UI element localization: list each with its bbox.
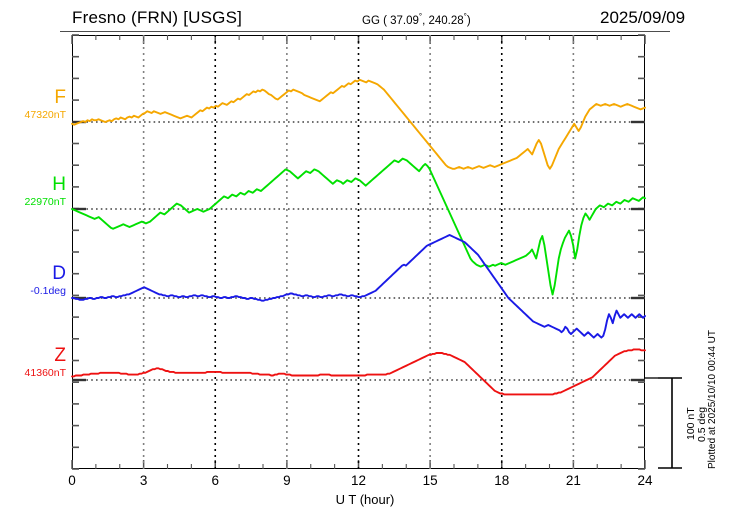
degree-symbol-lon: ° (463, 12, 467, 21)
x-tick-label-0: 0 (68, 473, 76, 488)
geo-suffix: ) (466, 14, 471, 27)
trace-label-f: F 47320nT (4, 88, 66, 121)
trace-symbol-d: D (52, 263, 66, 284)
x-axis-title: U T (hour) (335, 492, 395, 507)
x-tick-label-3: 3 (139, 473, 148, 488)
x-tick-label-18: 18 (494, 473, 510, 488)
observation-date: 2025/09/09 (600, 8, 686, 27)
geo-mid: , 240.28 (422, 14, 464, 27)
x-tick-label-15: 15 (422, 473, 438, 488)
trace-symbol-f: F (54, 87, 66, 108)
header-divider (60, 31, 670, 32)
degree-symbol-lat: ° (418, 12, 423, 21)
x-tick-label-21: 21 (565, 473, 581, 488)
trace-label-h: H 22970nT (4, 175, 66, 208)
trace-baseline-value-d: -0.1deg (30, 285, 66, 297)
x-tick-label-12: 12 (350, 473, 367, 488)
trace-baseline-value-f: 47320nT (24, 109, 66, 121)
x-tick-label-9: 9 (283, 473, 291, 488)
geo-prefix: GG ( 37.09 (362, 14, 419, 27)
trace-symbol-z: Z (54, 345, 66, 366)
x-tick-label-6: 6 (211, 473, 220, 488)
trace-label-d: D -0.1deg (4, 264, 66, 297)
x-tick-label-24: 24 (637, 473, 653, 488)
geographic-coordinates: GG ( 37.09°, 240.28°) (362, 12, 471, 27)
plotted-at-label: Plotted at 2025/10/10 00:44 UT (707, 330, 718, 469)
scale-bar-label: 100 nT 0.5 deg (685, 378, 708, 470)
station-title: Fresno (FRN) [USGS] (72, 8, 243, 27)
trace-baseline-value-h: 22970nT (24, 196, 66, 208)
trace-symbol-h: H (52, 174, 66, 195)
trace-baseline-value-z: 41360nT (24, 367, 66, 379)
trace-label-z: Z 41360nT (4, 346, 66, 379)
